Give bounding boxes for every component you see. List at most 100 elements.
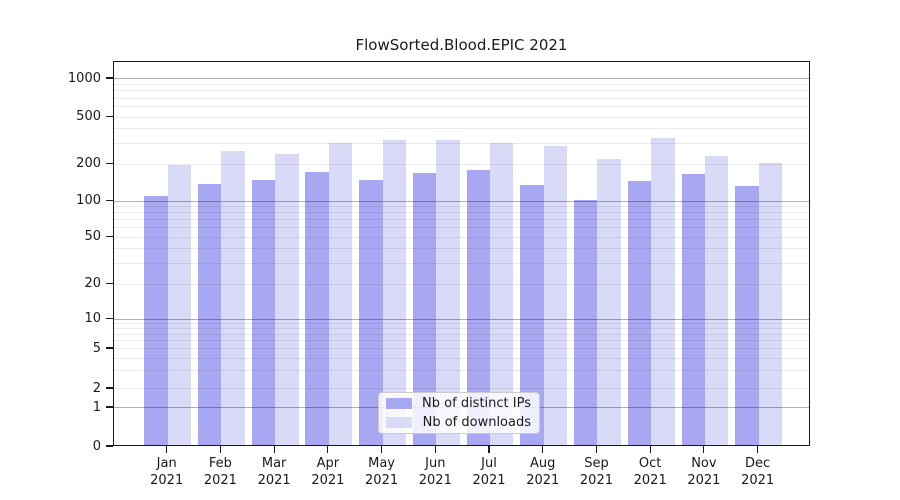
x-tick-mark-mar bbox=[273, 446, 275, 453]
gridline-4 bbox=[114, 357, 809, 359]
x-tick-label-feb: Feb 2021 bbox=[203, 456, 237, 488]
y-tick-mark-5 bbox=[106, 347, 113, 349]
bar-distinct-ips-mar bbox=[251, 179, 276, 445]
bar-distinct-ips-jan bbox=[144, 195, 168, 445]
gridline-60 bbox=[114, 227, 809, 229]
bar-distinct-ips-sep bbox=[574, 199, 598, 445]
legend: Nb of distinct IPs Nb of downloads bbox=[378, 392, 540, 434]
x-tick-label-jul: Jul 2021 bbox=[472, 456, 506, 488]
bar-downloads-feb bbox=[221, 151, 245, 445]
y-tick-label-5: 5 bbox=[92, 340, 101, 356]
x-tick-mark-aug bbox=[542, 446, 544, 453]
bar-downloads-mar bbox=[275, 154, 299, 445]
gridline-3 bbox=[114, 370, 809, 372]
bar-distinct-ips-aug bbox=[520, 185, 544, 445]
x-tick-label-dec: Dec 2021 bbox=[741, 456, 775, 488]
y-tick-mark-1000 bbox=[106, 77, 113, 79]
gridline-6 bbox=[114, 340, 809, 342]
gridline-90 bbox=[114, 205, 809, 207]
y-tick-mark-200 bbox=[106, 162, 113, 165]
y-tick-label-1: 1 bbox=[92, 399, 101, 415]
y-tick-mark-50 bbox=[106, 235, 113, 238]
legend-label-downloads: Nb of downloads bbox=[422, 415, 531, 430]
gridline-600 bbox=[114, 106, 809, 108]
gridline-900 bbox=[114, 83, 809, 85]
bar-distinct-ips-dec bbox=[735, 185, 759, 445]
x-tick-mark-sep bbox=[595, 446, 598, 453]
x-tick-label-mar: Mar 2021 bbox=[257, 456, 291, 488]
bar-downloads-oct bbox=[651, 138, 675, 445]
x-tick-label-oct: Oct 2021 bbox=[633, 456, 667, 488]
x-tick-mark-dec bbox=[757, 446, 759, 453]
bar-downloads-may bbox=[382, 140, 406, 445]
gridline-200 bbox=[114, 163, 809, 165]
gridline-9 bbox=[114, 322, 809, 324]
y-tick-mark-500 bbox=[106, 115, 113, 118]
x-tick-mark-jun bbox=[434, 446, 436, 453]
gridline-700 bbox=[114, 97, 809, 99]
bar-distinct-ips-feb bbox=[198, 183, 222, 445]
legend-label-distinct-ips: Nb of distinct IPs bbox=[422, 396, 531, 411]
y-tick-mark-10 bbox=[106, 317, 113, 320]
x-tick-mark-nov bbox=[703, 446, 705, 453]
chart-title: FlowSorted.Blood.EPIC 2021 bbox=[355, 36, 568, 54]
legend-item-distinct-ips: Nb of distinct IPs bbox=[386, 396, 531, 411]
legend-swatch-downloads bbox=[386, 417, 412, 428]
bar-downloads-jul bbox=[490, 143, 514, 445]
x-tick-mark-oct bbox=[649, 446, 651, 453]
plot-area bbox=[113, 61, 810, 446]
y-tick-mark-1 bbox=[106, 406, 113, 408]
legend-item-downloads: Nb of downloads bbox=[386, 415, 531, 430]
bar-downloads-dec bbox=[758, 162, 782, 445]
bar-distinct-ips-nov bbox=[681, 173, 705, 445]
x-tick-label-apr: Apr 2021 bbox=[311, 456, 345, 488]
gridline-10 bbox=[114, 318, 809, 320]
y-tick-label-10: 10 bbox=[84, 311, 101, 326]
bar-distinct-ips-jul bbox=[466, 170, 490, 445]
x-tick-label-aug: Aug 2021 bbox=[526, 456, 560, 488]
legend-swatch-distinct-ips bbox=[386, 398, 412, 409]
gridline-1000 bbox=[114, 78, 809, 79]
gridline-30 bbox=[114, 262, 809, 264]
y-tick-label-20: 20 bbox=[84, 276, 101, 291]
gridline-800 bbox=[114, 90, 809, 92]
gridline-7 bbox=[114, 333, 809, 335]
y-tick-label-2: 2 bbox=[92, 380, 101, 396]
x-tick-mark-apr bbox=[327, 446, 329, 453]
gridline-8 bbox=[114, 327, 809, 329]
gridline-5 bbox=[114, 348, 809, 349]
y-tick-label-500: 500 bbox=[76, 109, 101, 124]
gridline-100 bbox=[114, 200, 809, 202]
bar-distinct-ips-oct bbox=[627, 181, 652, 445]
y-tick-label-0: 0 bbox=[92, 438, 101, 454]
x-tick-label-may: May 2021 bbox=[365, 456, 399, 488]
bar-distinct-ips-jun bbox=[412, 173, 437, 445]
gridline-20 bbox=[114, 283, 809, 285]
gridline-400 bbox=[114, 127, 809, 129]
bar-downloads-apr bbox=[328, 142, 353, 445]
bar-downloads-jun bbox=[436, 139, 460, 445]
y-tick-mark-20 bbox=[106, 282, 113, 285]
y-tick-mark-2 bbox=[106, 387, 113, 389]
x-tick-mark-jul bbox=[488, 446, 490, 453]
bar-downloads-aug bbox=[543, 145, 568, 445]
x-tick-mark-jan bbox=[166, 446, 168, 453]
gridline-2 bbox=[114, 388, 809, 389]
y-tick-label-1000: 1000 bbox=[67, 70, 101, 86]
y-tick-label-50: 50 bbox=[84, 229, 101, 244]
y-tick-mark-100 bbox=[106, 199, 113, 202]
gridline-50 bbox=[114, 236, 809, 238]
bar-downloads-jan bbox=[167, 165, 192, 445]
y-tick-label-200: 200 bbox=[76, 156, 101, 171]
gridline-80 bbox=[114, 212, 809, 214]
bar-distinct-ips-may bbox=[359, 180, 383, 445]
bar-distinct-ips-apr bbox=[305, 172, 329, 445]
x-tick-label-nov: Nov 2021 bbox=[687, 456, 721, 488]
bar-downloads-sep bbox=[597, 158, 621, 445]
gridline-40 bbox=[114, 247, 809, 249]
x-tick-mark-may bbox=[380, 446, 383, 453]
gridline-70 bbox=[114, 219, 809, 221]
y-tick-mark-0 bbox=[106, 445, 113, 447]
x-tick-mark-feb bbox=[219, 446, 221, 453]
